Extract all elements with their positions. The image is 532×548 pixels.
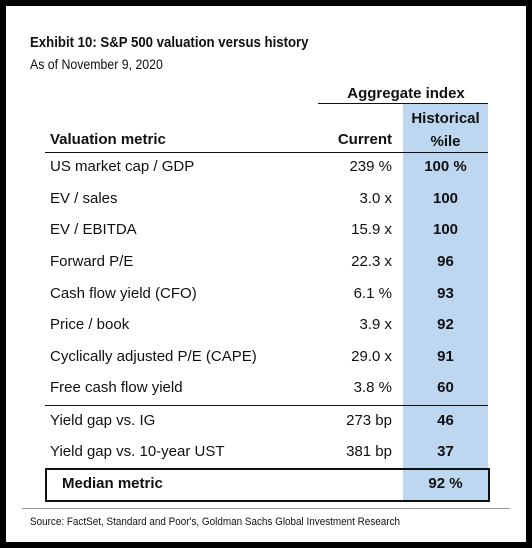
current-value: 239 % — [349, 158, 392, 175]
current-value: 3.0 x — [359, 190, 392, 207]
current-value: 22.3 x — [351, 253, 392, 270]
current-value: 273 bp — [346, 412, 392, 429]
current-value: 29.0 x — [351, 348, 392, 365]
summary-label: Median metric — [62, 475, 163, 492]
metric: US market cap / GDP — [50, 158, 195, 175]
subtitle: As of November 9, 2020 — [30, 56, 163, 72]
metric: EV / EBITDA — [50, 221, 137, 238]
metric: Yield gap vs. IG — [50, 412, 156, 429]
metric: Free cash flow yield — [50, 379, 183, 396]
percentile: 100 — [432, 190, 459, 207]
current-value: 3.8 % — [353, 379, 392, 396]
column-header: Historical %ile — [411, 110, 480, 150]
metric: Cash flow yield (CFO) — [50, 285, 197, 302]
percentile: 46 — [437, 412, 454, 429]
percentile: 93 — [437, 285, 454, 302]
source: Source: FactSet, Standard and Poor's, Go… — [30, 516, 401, 528]
metric: EV / sales — [50, 190, 118, 207]
metric: Forward P/E — [50, 253, 134, 270]
metric: Yield gap vs. 10-year UST — [50, 443, 225, 460]
current-value: 3.9 x — [359, 316, 392, 333]
column-header: Valuation metric — [50, 131, 166, 148]
summary-value: 92 % — [428, 475, 463, 492]
current-value: 6.1 % — [353, 285, 392, 302]
metric: Cyclically adjusted P/E (CAPE) — [50, 348, 257, 365]
metric: Price / book — [50, 316, 130, 333]
percentile: 92 — [437, 316, 454, 333]
rule — [45, 152, 488, 153]
summary-box — [45, 468, 490, 502]
percentile: 37 — [437, 443, 454, 460]
percentile: 100 — [432, 221, 459, 238]
percentile: 100 % — [424, 158, 467, 175]
current-value: 15.9 x — [351, 221, 392, 238]
rule — [22, 508, 510, 509]
rule — [318, 103, 488, 104]
column-header: Current — [337, 131, 392, 148]
percentile: 91 — [437, 348, 454, 365]
group-header: Aggregate index — [347, 85, 465, 102]
percentile: 60 — [437, 379, 454, 396]
percentile: 96 — [437, 253, 454, 270]
rule — [45, 405, 488, 406]
title: Exhibit 10: S&P 500 valuation versus his… — [30, 34, 309, 51]
current-value: 381 bp — [346, 443, 392, 460]
highlight-column — [403, 104, 488, 500]
